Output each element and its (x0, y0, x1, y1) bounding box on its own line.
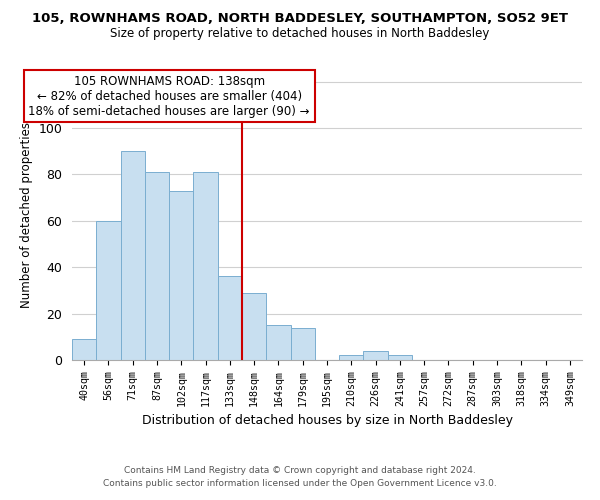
Bar (339, 356, 364, 360)
X-axis label: Distribution of detached houses by size in North Baddesley: Distribution of detached houses by size … (142, 414, 512, 427)
Bar (388, 356, 412, 360)
Bar (193, 172, 218, 360)
Bar (145, 172, 169, 360)
Bar (121, 151, 145, 360)
Text: 105 ROWNHAMS ROAD: 138sqm
← 82% of detached houses are smaller (404)
18% of semi: 105 ROWNHAMS ROAD: 138sqm ← 82% of detac… (28, 74, 310, 118)
Bar (266, 325, 290, 360)
Bar (169, 190, 193, 360)
Text: 105, ROWNHAMS ROAD, NORTH BADDESLEY, SOUTHAMPTON, SO52 9ET: 105, ROWNHAMS ROAD, NORTH BADDESLEY, SOU… (32, 12, 568, 26)
Bar (290, 328, 315, 360)
Bar (364, 350, 388, 360)
Bar (242, 292, 266, 360)
Y-axis label: Number of detached properties: Number of detached properties (20, 122, 33, 308)
Text: Contains HM Land Registry data © Crown copyright and database right 2024.
Contai: Contains HM Land Registry data © Crown c… (103, 466, 497, 487)
Bar (218, 276, 242, 360)
Text: Size of property relative to detached houses in North Baddesley: Size of property relative to detached ho… (110, 28, 490, 40)
Bar (96, 221, 121, 360)
Bar (72, 339, 96, 360)
